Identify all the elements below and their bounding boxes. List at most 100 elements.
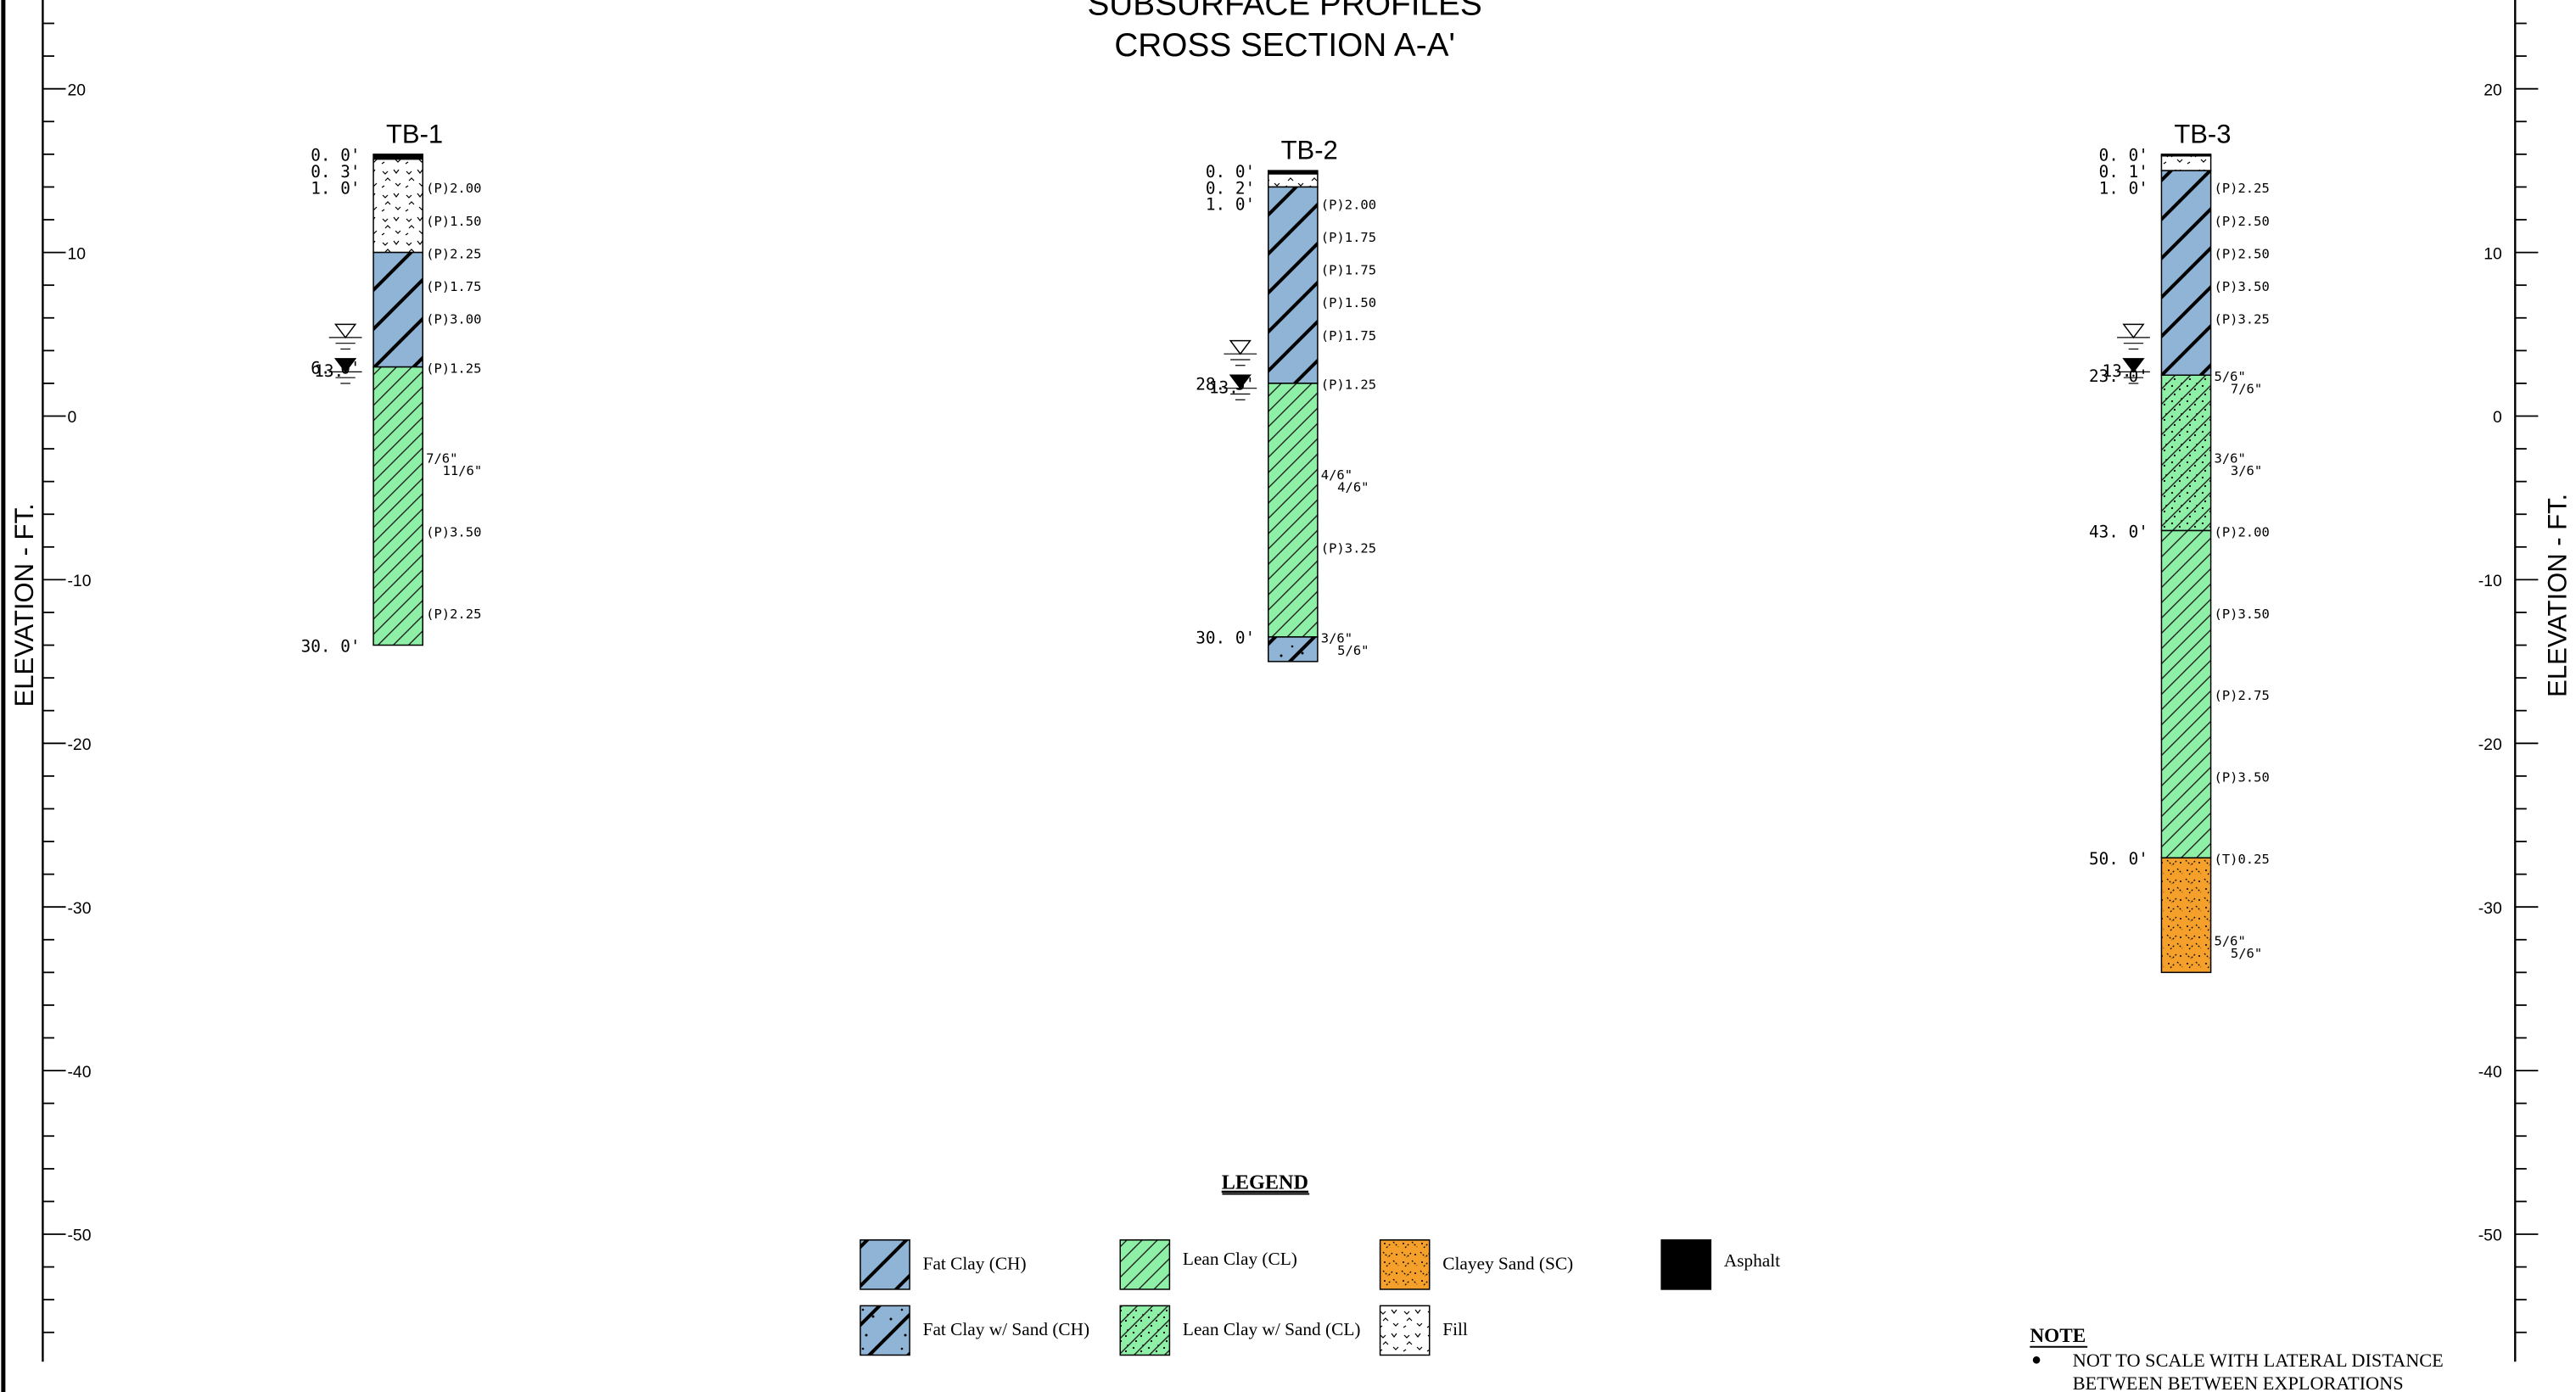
sample-result: (P)2.25	[2214, 181, 2269, 196]
sample-result: (P)2.25	[426, 607, 481, 622]
right-axis-tick-label: 10	[2484, 244, 2502, 263]
boring-name-tb-1: TB-1	[386, 119, 443, 148]
legend-label-clayey-sand: Clayey Sand (SC)	[1442, 1254, 1573, 1274]
water-level-icon	[333, 358, 357, 373]
soil-layer-fat-clay	[1267, 186, 1319, 384]
water-level-icon	[333, 323, 357, 339]
right-axis-tick-label: -40	[2478, 1063, 2502, 1082]
right-axis-label: ELEVATION - FT.	[2542, 494, 2572, 697]
depth-label: 1. 0'	[2099, 178, 2148, 198]
legend-label-fill: Fill	[1442, 1319, 1468, 1339]
sample-result: (P)2.00	[426, 181, 481, 196]
left-axis-tick-label: -20	[67, 735, 91, 754]
note-line: BETWEEN BETWEEN EXPLORATIONS	[2073, 1372, 2404, 1392]
sample-result-second: 3/6"	[2231, 463, 2262, 478]
right-axis-tick-label: 0	[2493, 408, 2502, 427]
legend-swatch-fat-clay	[860, 1239, 910, 1290]
soil-layer-fat-clay	[372, 251, 423, 368]
sample-result: (P)1.25	[1321, 377, 1376, 393]
legend-label-lean-clay: Lean Clay (CL)	[1183, 1249, 1297, 1269]
depth-label: 0. 2'	[1206, 178, 1255, 198]
sample-result: (P)1.75	[1321, 263, 1376, 278]
sample-result: (P)1.75	[1321, 328, 1376, 344]
legend-swatch-lean-clay-sand	[1119, 1305, 1171, 1356]
drawing-title-line: SUBSURFACE PROFILES	[1087, 0, 1481, 22]
depth-label: 0. 1'	[2099, 162, 2148, 182]
sample-result: (P)1.25	[426, 361, 481, 376]
depth-label: 0. 0'	[1206, 162, 1255, 182]
note-title: NOTE	[2030, 1325, 2086, 1347]
left-axis-tick-label: 10	[67, 244, 86, 263]
legend-label-fat-clay-sand: Fat Clay w/ Sand (CH)	[923, 1319, 1090, 1339]
right-axis-tick-label: -10	[2478, 572, 2502, 590]
left-axis-tick-label: 20	[67, 81, 86, 99]
note-bullet	[2032, 1356, 2041, 1364]
soil-layer-lean-clay-sand	[2160, 374, 2212, 532]
right-axis-tick-label: -20	[2478, 735, 2502, 754]
legend-label-lean-clay-sand: Lean Clay w/ Sand (CL)	[1183, 1319, 1361, 1339]
sample-result: (P)3.50	[2214, 607, 2269, 622]
water-depth-label: 13.	[1209, 378, 1239, 398]
depth-label: 30. 0'	[1196, 629, 1255, 648]
water-level-icon	[1229, 339, 1252, 355]
boring-name-tb-2: TB-2	[1281, 136, 1338, 165]
legend-swatch-fill	[1379, 1305, 1431, 1356]
depth-label: 1. 0'	[1206, 195, 1255, 215]
sample-result: (P)3.00	[426, 312, 481, 327]
sample-result: (P)2.25	[426, 246, 481, 261]
water-level-icon	[2122, 358, 2145, 373]
sample-result-second: 4/6"	[1337, 479, 1369, 495]
soil-layer-lean-clay	[2160, 529, 2212, 859]
soil-layer-fill	[1267, 173, 1319, 188]
sample-result: (P)1.50	[426, 214, 481, 229]
soil-layer-asphalt	[372, 154, 423, 160]
depth-label: 1. 0'	[311, 178, 360, 198]
water-depth-label: 13.	[314, 361, 344, 381]
sample-result: 5/6"	[2214, 934, 2245, 949]
legend-label-fat-clay: Fat Clay (CH)	[923, 1254, 1027, 1274]
legend-swatch-clayey-sand	[1379, 1239, 1431, 1290]
soil-layer-fat-clay	[2160, 170, 2212, 377]
left-axis-tick-label: 0	[67, 408, 76, 427]
legend-label-asphalt: Asphalt	[1724, 1250, 1780, 1271]
legend-swatch-asphalt	[1660, 1239, 1711, 1290]
sample-result: (P)3.50	[2214, 279, 2269, 294]
note-line: NOT TO SCALE WITH LATERAL DISTANCE	[2073, 1350, 2444, 1371]
sample-result-second: 7/6"	[2231, 382, 2262, 397]
legend-swatch-fat-clay-sand	[860, 1305, 910, 1356]
depth-label: 43. 0'	[2089, 522, 2148, 541]
legend-title: LEGEND	[1222, 1171, 1308, 1194]
soil-layer-lean-clay	[1267, 383, 1319, 638]
legend-swatch-lean-clay	[1119, 1239, 1171, 1290]
soil-layer-lean-clay	[372, 366, 423, 646]
drawing-title-line: CROSS SECTION A-A'	[1114, 27, 1455, 64]
water-level-icon	[1229, 374, 1252, 389]
water-level-icon	[2122, 323, 2145, 339]
soil-layer-fill	[372, 158, 423, 254]
sample-result: 4/6"	[1321, 467, 1352, 483]
soil-layer-clayey-sand	[2160, 857, 2212, 974]
sample-result: (P)2.50	[2214, 246, 2269, 261]
sample-result: (T)0.25	[2214, 852, 2269, 867]
soil-layer-fill	[2160, 155, 2212, 171]
right-axis-tick-label: -30	[2478, 899, 2502, 918]
soil-layer-fat-clay-sand	[1267, 636, 1319, 662]
depth-label: 0. 0'	[2099, 146, 2148, 165]
sample-result: (P)2.75	[2214, 688, 2269, 703]
sample-result: (P)1.75	[1321, 230, 1376, 245]
left-axis-label: ELEVATION - FT.	[9, 503, 39, 707]
sample-result-second: 5/6"	[2231, 946, 2262, 961]
left-axis-tick-label: -40	[67, 1063, 91, 1082]
sample-result: (P)1.50	[1321, 295, 1376, 310]
sample-result: 3/6"	[1321, 631, 1352, 646]
sample-result: (P)3.50	[2214, 770, 2269, 785]
sample-result: (P)1.75	[426, 279, 481, 294]
sample-result: 7/6"	[426, 451, 457, 467]
left-axis-tick-label: -50	[67, 1227, 91, 1245]
sample-result-second: 11/6"	[443, 463, 483, 478]
sample-result: (P)2.00	[1321, 198, 1376, 213]
right-axis-tick-label: -50	[2478, 1227, 2502, 1245]
left-axis-tick-label: -30	[67, 899, 91, 918]
sample-result: 5/6"	[2214, 369, 2245, 384]
